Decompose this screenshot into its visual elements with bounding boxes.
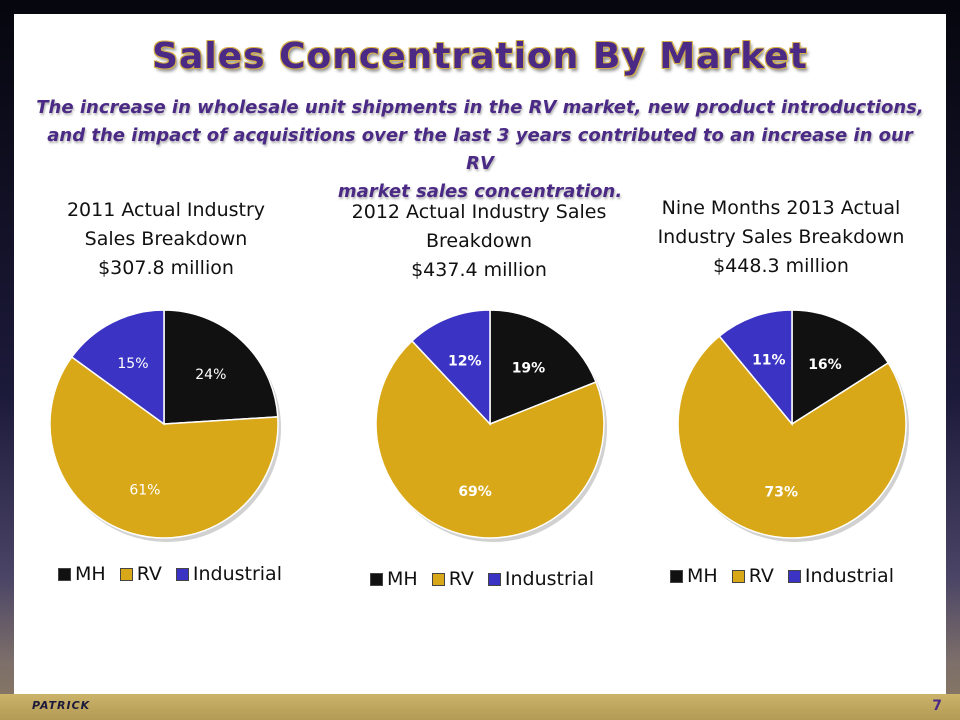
pie-chart-2013: 16% 73% 11% — [677, 309, 909, 542]
legend-item-industrial: Industrial — [787, 565, 894, 587]
pie-slice-mh — [489, 309, 597, 426]
chart-title-line: $448.3 million — [713, 255, 849, 277]
chart-title-line: Nine Months 2013 Actual — [661, 197, 901, 219]
chart-title-line: $437.4 million — [411, 259, 547, 281]
pie-slice-industrial — [70, 309, 165, 426]
chart-title-line: $307.8 million — [98, 257, 234, 279]
pie-label-mh: 16% — [808, 357, 842, 373]
subtitle-line: market sales concentration. — [337, 181, 623, 202]
legend-item-rv: RV — [731, 565, 774, 587]
legend-item-rv: RV — [431, 568, 474, 590]
legend-swatch — [370, 572, 383, 586]
legend-swatch — [787, 569, 801, 583]
chart-title-line: 2011 Actual Industry — [66, 199, 266, 221]
legend-swatch — [431, 572, 445, 586]
legend-2012: MH RV Industrial — [370, 568, 608, 590]
pie-chart-2011: 24% 61% 15% — [49, 309, 281, 542]
footer-bar: PATRICK 7 — [0, 694, 960, 720]
pie-slice-rv — [375, 339, 605, 539]
legend-label: RV — [136, 563, 162, 585]
chart-title-line: Industry Sales Breakdown — [657, 226, 905, 248]
slide-subtitle: The increase in wholesale unit shipments… — [34, 94, 926, 206]
pie-label-industrial: 15% — [117, 356, 148, 372]
chart-title-2013: Nine Months 2013 Actual Industry Sales B… — [646, 194, 916, 281]
pie-label-mh: 19% — [512, 360, 546, 376]
legend-swatch — [487, 572, 501, 586]
chart-title-line: Sales Breakdown — [84, 228, 248, 250]
legend-swatch — [670, 569, 683, 583]
legend-label: MH — [75, 563, 106, 585]
pie-label-rv: 73% — [765, 485, 799, 501]
pie-label-industrial: 11% — [752, 353, 786, 369]
legend-label: Industrial — [804, 565, 894, 587]
legend-swatch — [731, 569, 745, 583]
legend-2013: MH RV Industrial — [670, 565, 908, 587]
legend-item-mh: MH — [370, 568, 418, 590]
subtitle-line: The increase in wholesale unit shipments… — [36, 97, 924, 118]
pie-slice-mh — [791, 309, 890, 426]
subtitle-line: and the impact of acquisitions over the … — [47, 125, 913, 174]
legend-item-mh: MH — [58, 563, 106, 585]
pie-slice-industrial — [718, 309, 793, 427]
legend-2011: MH RV Industrial — [58, 563, 296, 585]
company-logo: PATRICK — [32, 699, 91, 712]
slide-title: Sales Concentration By Market — [152, 36, 808, 77]
legend-label: MH — [387, 568, 418, 590]
legend-item-industrial: Industrial — [487, 568, 594, 590]
pie-slice-rv — [49, 355, 279, 539]
legend-item-rv: RV — [119, 563, 162, 585]
legend-swatch — [175, 567, 189, 581]
legend-label: Industrial — [192, 563, 282, 585]
chart-title-line: 2012 Actual Industry Sales — [351, 201, 607, 223]
chart-title-2012: 2012 Actual Industry Sales Breakdown $43… — [344, 198, 614, 285]
pie-slice-rv — [677, 335, 907, 539]
legend-label: MH — [687, 565, 718, 587]
chart-title-2011: 2011 Actual Industry Sales Breakdown $30… — [46, 196, 286, 283]
pie-label-rv: 61% — [129, 483, 160, 499]
legend-label: RV — [448, 568, 474, 590]
legend-label: RV — [748, 565, 774, 587]
pie-label-mh: 24% — [195, 367, 226, 383]
slide: Sales Concentration By Market The increa… — [14, 14, 946, 694]
pie-slice-industrial — [410, 309, 491, 426]
page-number: 7 — [932, 698, 942, 714]
pie-label-rv: 69% — [458, 484, 492, 500]
legend-label: Industrial — [504, 568, 594, 590]
legend-item-industrial: Industrial — [175, 563, 282, 585]
chart-title-line: Breakdown — [425, 230, 533, 252]
legend-swatch — [119, 567, 133, 581]
pie-label-industrial: 12% — [448, 353, 482, 369]
pie-chart-2012: 19% 69% 12% — [375, 309, 607, 542]
legend-item-mh: MH — [670, 565, 718, 587]
pie-slice-mh — [163, 309, 279, 425]
legend-swatch — [58, 567, 71, 581]
